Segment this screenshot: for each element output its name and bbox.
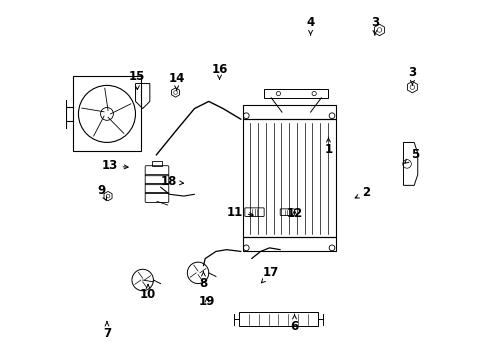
Text: 6: 6 <box>290 314 298 333</box>
Text: 16: 16 <box>211 63 227 79</box>
Text: 4: 4 <box>306 16 314 35</box>
Text: 14: 14 <box>168 72 184 90</box>
Bar <box>73 76 141 152</box>
Text: 1: 1 <box>324 138 332 156</box>
Text: 2: 2 <box>354 186 370 199</box>
Text: 19: 19 <box>199 295 215 308</box>
Text: 13: 13 <box>101 159 128 172</box>
Bar <box>242 105 335 119</box>
Text: 10: 10 <box>140 284 156 301</box>
Bar <box>242 237 335 251</box>
Text: 8: 8 <box>199 271 207 290</box>
Text: 5: 5 <box>404 148 418 163</box>
Bar <box>239 312 317 327</box>
Text: 12: 12 <box>286 207 302 220</box>
Text: 15: 15 <box>129 70 145 90</box>
Bar <box>242 119 335 237</box>
Text: 11: 11 <box>226 206 253 219</box>
Text: 17: 17 <box>261 266 279 283</box>
Text: 9: 9 <box>97 184 106 201</box>
Text: 3: 3 <box>370 16 378 35</box>
Bar <box>264 89 328 98</box>
Bar <box>151 161 162 166</box>
Text: 7: 7 <box>102 321 111 340</box>
Text: 18: 18 <box>160 175 183 188</box>
Text: 3: 3 <box>407 66 416 85</box>
